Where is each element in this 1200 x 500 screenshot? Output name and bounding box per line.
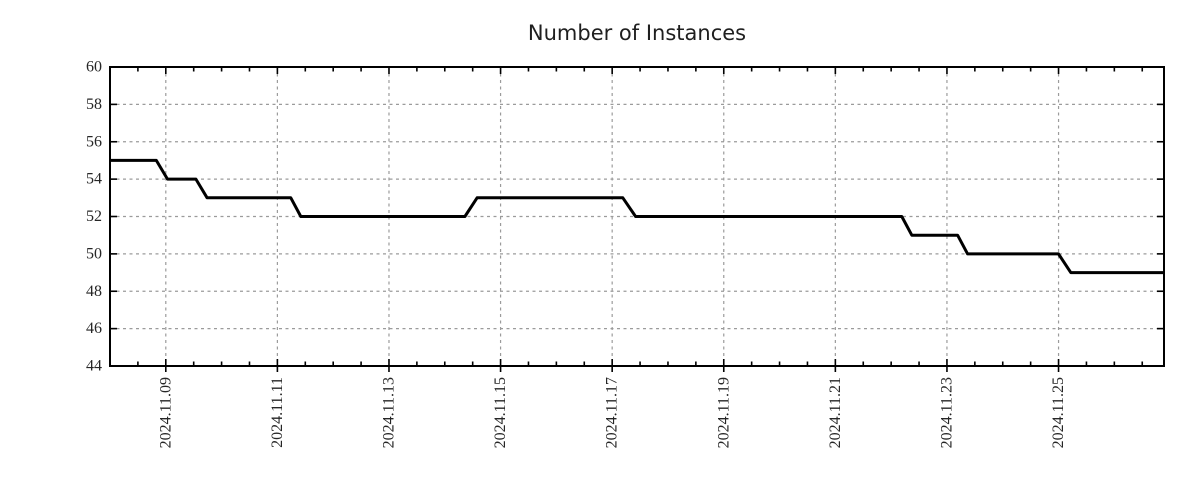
y-tick-label: 44	[86, 358, 102, 375]
data-line-layer	[110, 158, 1164, 275]
y-tick-label: 52	[86, 208, 102, 225]
x-tick-label: 2024.11.19	[715, 377, 732, 448]
x-tick-label: 2024.11.13	[380, 377, 397, 448]
x-tick-label: 2024.11.15	[492, 377, 509, 448]
x-tick-label: 2024.11.21	[827, 377, 844, 448]
y-tick-label: 54	[86, 171, 102, 188]
grid-layer	[110, 67, 1164, 366]
x-tick-label: 2024.11.23	[938, 377, 955, 448]
y-tick-label: 48	[86, 283, 102, 300]
x-tick-label: 2024.11.25	[1050, 377, 1067, 448]
chart-title: Number of Instances	[528, 21, 746, 45]
y-tick-label: 60	[86, 59, 102, 76]
x-tick-label: 2024.11.11	[269, 377, 286, 448]
tick-labels-layer: 2024.11.09 2024.11.11 2024.11.13 2024.11.15…	[86, 59, 1067, 449]
x-tick-label: 2024.11.09	[157, 377, 174, 448]
y-tick-label: 50	[86, 245, 102, 262]
y-tick-label: 58	[86, 96, 102, 113]
y-tick-label: 56	[86, 133, 102, 150]
y-tick-label: 46	[86, 320, 102, 337]
data-line-instances	[110, 158, 1164, 275]
axes-layer	[109, 66, 1165, 372]
x-tick-label: 2024.11.17	[604, 377, 621, 448]
